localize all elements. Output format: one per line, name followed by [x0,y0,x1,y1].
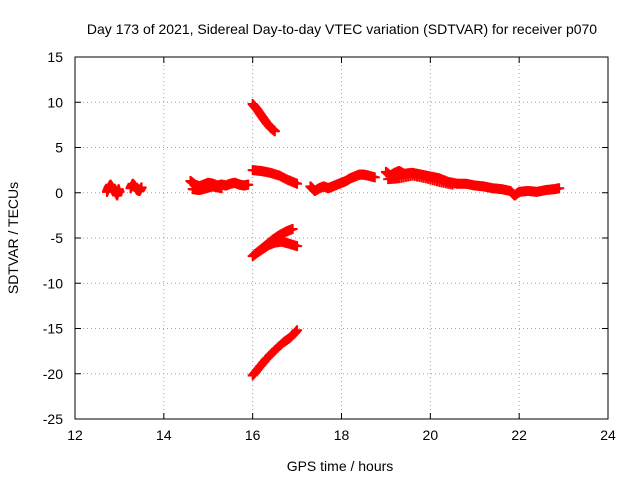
y-tick-label: 10 [47,94,63,110]
data-point [292,325,303,336]
tick-labels: 12 14 16 18 20 22 24 15 10 5 0 -5 -10 -15 -20 -25 [43,49,616,443]
data-point [369,172,380,183]
grid [75,57,608,419]
y-tick-label: 0 [55,185,63,201]
data-point [447,179,458,190]
y-axis-label: SDTVAR / TECUs [5,182,21,294]
data-point [243,179,254,190]
chart-title: Day 173 of 2021, Sidereal Day-to-day VTE… [87,21,597,37]
x-axis-label: GPS time / hours [287,458,394,474]
data-point [269,126,280,137]
x-tick-label: 16 [245,427,261,443]
data-point [114,186,125,197]
x-tick-label: 18 [334,427,350,443]
x-tick-label: 20 [423,427,439,443]
data-point [292,241,303,252]
y-tick-label: 5 [55,140,63,156]
y-tick-label: 15 [47,49,63,65]
y-tick-label: -15 [43,321,63,337]
y-tick-label: -10 [43,275,63,291]
data-point [216,183,227,194]
y-tick-label: -25 [43,411,63,427]
data-point [554,183,565,194]
x-tick-label: 12 [67,427,83,443]
y-tick-label: -20 [43,366,63,382]
x-tick-label: 24 [600,427,616,443]
data-points [101,99,565,381]
axis-ticks [74,56,609,420]
data-point [287,223,298,234]
data-point [290,326,301,337]
data-point [292,178,303,189]
x-tick-label: 22 [511,427,527,443]
x-tick-label: 14 [156,427,172,443]
data-point [136,182,147,193]
y-tick-label: -5 [51,230,64,246]
